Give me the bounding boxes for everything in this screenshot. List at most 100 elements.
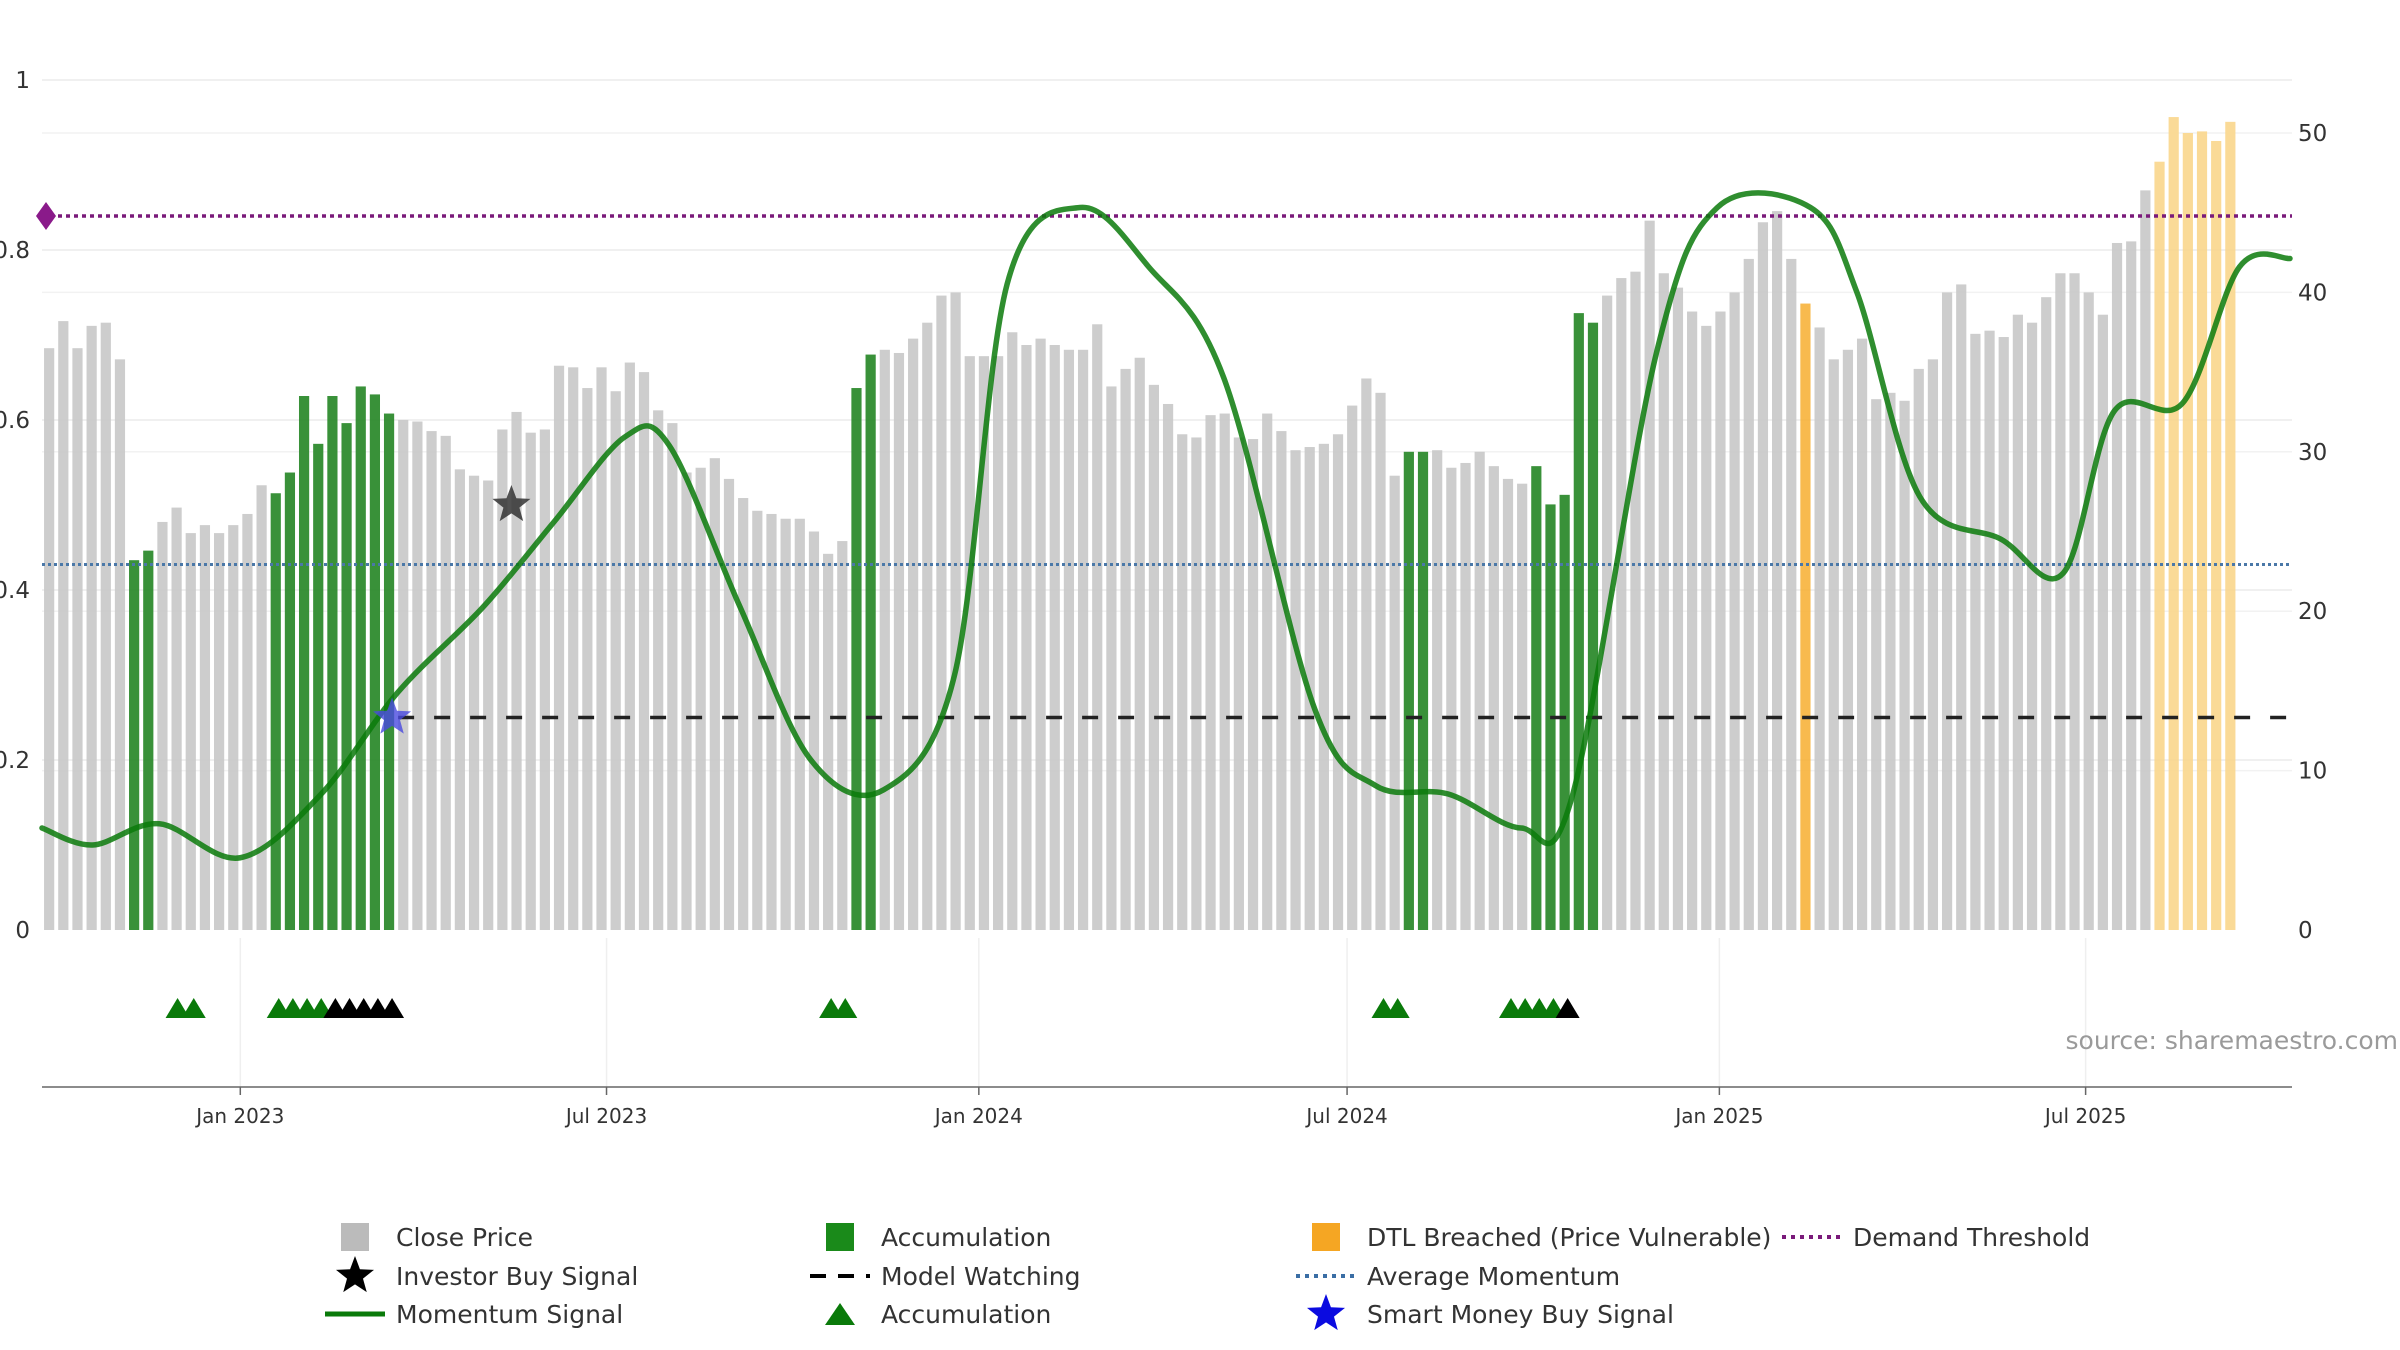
close-price-bar (468, 475, 480, 930)
accumulation-bar (1531, 466, 1542, 930)
y-right-tick-label: 40 (2298, 280, 2327, 306)
accumulation-bar (284, 472, 296, 930)
accumulation-bar (355, 386, 366, 930)
legend-label: Momentum Signal (396, 1300, 623, 1329)
close-price-bar (568, 367, 579, 930)
close-price-bar (58, 321, 69, 930)
y-right-tick-label: 20 (2298, 599, 2327, 625)
close-price-bar (596, 367, 607, 930)
accumulation-triangle (165, 998, 190, 1018)
close-price-bar (893, 352, 905, 930)
accumulation-bar (298, 396, 310, 930)
close-price-bar (2055, 273, 2066, 931)
close-price-bar (214, 533, 225, 930)
close-price-bar (525, 432, 536, 930)
close-price-bar (100, 322, 111, 930)
close-price-bar (1446, 467, 1457, 930)
close-price-bar (723, 478, 735, 930)
close-price-bar (1049, 345, 1060, 930)
dtl-breached-bar (2225, 121, 2236, 931)
close-price-bar (256, 485, 267, 930)
close-price-bar (1517, 483, 1528, 930)
accumulation-bar (851, 388, 862, 930)
close-price-bar (780, 518, 791, 930)
close-price-bar (1432, 450, 1443, 930)
close-price-bar (1276, 431, 1287, 930)
accumulation-bar (1403, 451, 1414, 930)
x-axis-tick-label: Jan 2023 (194, 1104, 284, 1128)
close-price-bar (1262, 413, 1273, 930)
close-price-bar (2083, 292, 2094, 930)
close-price-bar (483, 480, 494, 930)
close-price-bar (1063, 349, 1075, 930)
close-price-bar (440, 435, 451, 930)
close-price-bar (1701, 325, 1712, 930)
close-price-bar (1715, 311, 1726, 930)
close-price-bar (1757, 222, 1769, 930)
x-axis-tick-label: Jan 2025 (1673, 1104, 1763, 1128)
close-price-bar (978, 356, 990, 930)
close-price-bar (398, 419, 409, 930)
close-price-bar (2026, 322, 2038, 930)
close-price-bar (1332, 434, 1344, 930)
close-price-bar (2111, 242, 2123, 931)
close-price-bar (185, 533, 196, 930)
accumulation-bar (865, 354, 876, 930)
close-price-bar (1347, 405, 1358, 931)
x-axis-tick-label: Jul 2023 (564, 1104, 647, 1128)
close-price-bar (1148, 384, 1160, 930)
close-price-bar (1743, 258, 1754, 930)
accumulation-bar (341, 423, 352, 930)
close-price-bar (1106, 386, 1117, 930)
close-price-bar (114, 359, 126, 930)
close-price-bar (1460, 462, 1471, 930)
y-right-tick-label: 30 (2298, 440, 2327, 466)
accumulation-bar (143, 550, 154, 930)
close-price-bar (1956, 284, 1967, 930)
y-left-tick-label: 0.6 (0, 408, 30, 434)
close-price-bar (1899, 400, 1910, 930)
legend-symbol-square (826, 1223, 854, 1251)
legend-label: Demand Threshold (1853, 1223, 2090, 1252)
close-price-bar (709, 458, 720, 930)
close-price-bar (2069, 273, 2080, 931)
close-price-bar (2012, 314, 2023, 930)
close-price-bar (766, 513, 777, 930)
y-left-tick-label: 0 (15, 918, 30, 944)
close-price-bar (497, 429, 508, 930)
close-price-bar (1970, 333, 1981, 930)
close-price-bar (1871, 399, 1882, 930)
legend-symbol-square (1312, 1223, 1340, 1251)
accumulation-triangle (181, 998, 206, 1018)
close-price-bar (454, 469, 465, 930)
dtl-breached-bar (1800, 303, 1811, 931)
legend-label: Average Momentum (1367, 1262, 1620, 1291)
close-price-bar (1219, 413, 1230, 930)
close-price-bar (1375, 392, 1386, 930)
close-price-bar (922, 322, 933, 930)
y-left-tick-label: 0.4 (0, 578, 30, 604)
legend-label: Model Watching (881, 1262, 1081, 1291)
legend-symbol-square (341, 1223, 369, 1251)
close-price-bar (1318, 443, 1329, 930)
dtl-breached-bar (2211, 140, 2222, 931)
close-price-bar (2126, 241, 2137, 931)
close-price-bar (908, 338, 919, 931)
close-price-bar (157, 521, 168, 930)
investor-buy-signal-star (492, 485, 531, 522)
close-price-bar (1672, 287, 1684, 930)
close-price-bar (695, 467, 706, 930)
close-price-bar (228, 525, 239, 930)
close-price-bar (2140, 190, 2151, 930)
close-price-bar (1786, 258, 1797, 930)
close-price-bar (511, 411, 522, 930)
close-price-bar (1162, 403, 1174, 931)
close-price-bar (653, 410, 664, 931)
y-left-tick-label: 0.8 (0, 238, 30, 264)
accumulation-bar (1573, 313, 1584, 930)
close-price-bar (1035, 338, 1046, 931)
smart-money-buy-signal-star (373, 697, 412, 734)
legend-label: Smart Money Buy Signal (1367, 1300, 1674, 1329)
close-price-bar (44, 348, 55, 930)
accumulation-bar (327, 396, 338, 930)
